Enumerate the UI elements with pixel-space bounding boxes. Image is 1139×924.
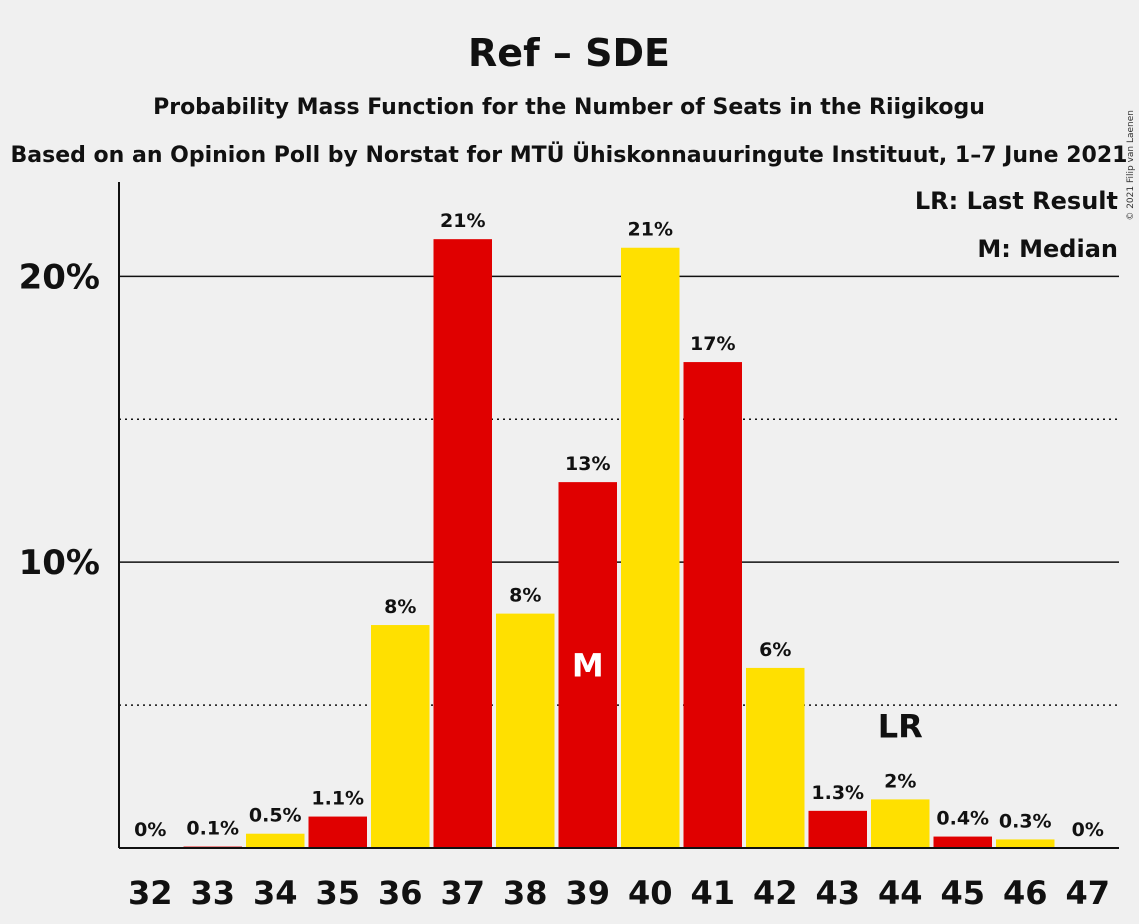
bar-seat-37 [433,239,492,849]
x-tick-label: 43 [815,874,860,912]
data-label-seat-33: 0.1% [186,818,239,840]
copyright-note: © 2021 Filip van Laenen [1126,110,1136,221]
bar-seat-44 [871,799,930,848]
data-label-seat-38: 8% [509,585,541,607]
median-marker: M [572,646,604,684]
x-tick-label: 45 [940,874,985,912]
grid-lines [119,275,1119,706]
data-label-seat-40: 21% [628,219,673,241]
data-label-seat-36: 8% [384,596,416,618]
bar-seat-39 [558,482,617,848]
data-labels: 0% 0.1% 0.5% 1.1% 8% 21% 8% 13% M 21% 17% 6% 1.3% 2% L… [134,210,1104,841]
bar-seat-35 [308,816,367,848]
x-tick-label: 39 [565,874,610,912]
bar-seat-36 [371,625,430,848]
legend-last-result: LR: Last Result [915,187,1118,215]
chart-subtitle: Probability Mass Function for the Number… [153,95,985,120]
data-label-seat-34: 0.5% [249,805,302,827]
last-result-marker: LR [878,707,923,745]
bar-seat-42 [746,667,805,848]
x-axis-ticks: 32 33 34 35 36 37 38 39 40 41 42 43 44 45 46 47 [128,874,1110,912]
bar-seat-41 [683,362,742,848]
x-tick-label: 37 [440,874,485,912]
bar-seat-40 [621,247,680,848]
bar-seat-38 [496,613,555,848]
data-label-seat-43: 1.3% [811,782,864,804]
data-label-seat-42: 6% [759,639,791,661]
data-label-seat-32: 0% [134,819,166,841]
data-label-seat-37: 21% [440,210,485,232]
x-tick-label: 34 [253,874,298,912]
x-tick-label: 36 [378,874,423,912]
bar-seat-45 [933,836,992,848]
data-label-seat-44: 2% [884,770,916,792]
x-tick-label: 46 [1003,874,1048,912]
data-label-seat-45: 0.4% [936,808,989,830]
x-tick-label: 40 [628,874,673,912]
data-label-seat-39: 13% [565,453,610,475]
y-axis-ticks: 10% 20% [19,257,100,583]
legend-median: M: Median [977,235,1118,263]
bar-seat-43 [808,810,867,848]
data-label-seat-46: 0.3% [999,810,1052,832]
x-tick-label: 44 [878,874,923,912]
x-tick-label: 33 [190,874,235,912]
x-tick-label: 32 [128,874,173,912]
bar-seat-46 [996,839,1055,848]
x-tick-label: 47 [1065,874,1110,912]
y-tick-label: 20% [19,257,100,297]
chart-subtitle-poll: Based on an Opinion Poll by Norstat for … [11,142,1128,168]
bar-seat-34 [246,833,305,848]
bars [183,239,1055,849]
data-label-seat-35: 1.1% [311,788,364,810]
data-label-seat-41: 17% [690,333,735,355]
x-tick-label: 35 [315,874,360,912]
chart-title: Ref – SDE [468,31,670,75]
x-tick-label: 42 [753,874,798,912]
data-label-seat-47: 0% [1072,819,1104,841]
x-tick-label: 38 [503,874,548,912]
y-tick-label: 10% [19,543,100,583]
x-tick-label: 41 [690,874,735,912]
